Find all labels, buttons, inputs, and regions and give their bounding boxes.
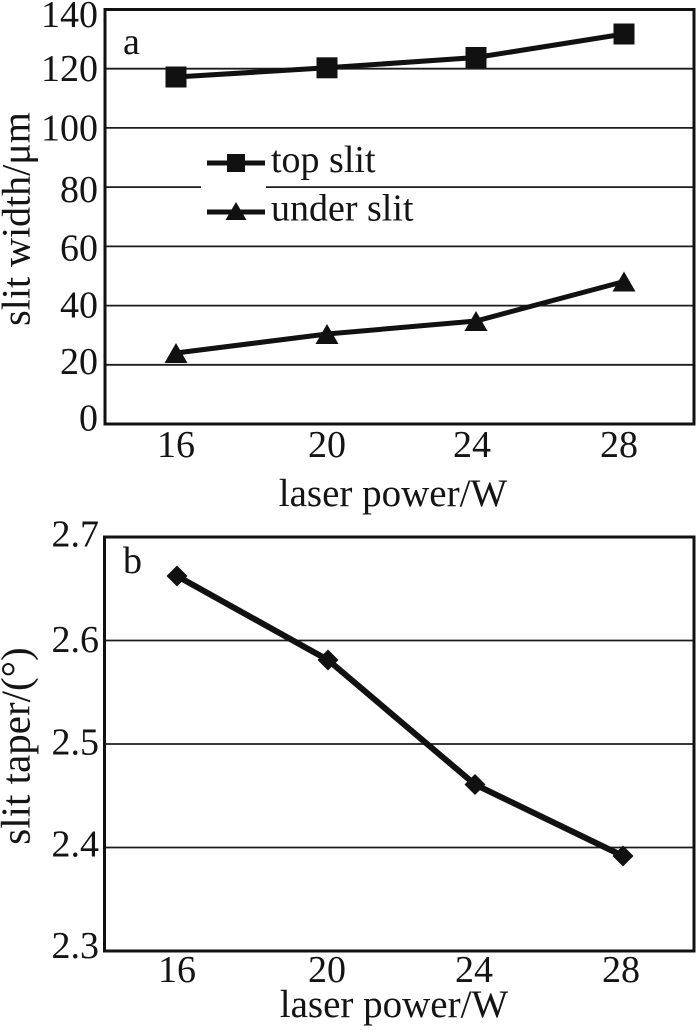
svg-text:28: 28 [600,424,638,466]
svg-text:20: 20 [308,949,346,991]
svg-text:100: 100 [41,108,98,150]
svg-text:20: 20 [308,424,346,466]
svg-text:24: 24 [455,949,493,991]
svg-text:2.3: 2.3 [52,925,100,967]
svg-text:0: 0 [79,398,98,440]
svg-text:laser power/W: laser power/W [279,472,508,515]
svg-text:24: 24 [453,424,491,466]
svg-text:80: 80 [60,169,98,211]
svg-text:20: 20 [60,341,98,383]
svg-text:a: a [123,21,140,63]
svg-text:laser power/W: laser power/W [280,983,509,1026]
svg-text:2.4: 2.4 [52,824,100,866]
svg-text:b: b [123,540,142,582]
svg-text:140: 140 [41,0,98,36]
svg-text:2.7: 2.7 [52,514,100,556]
svg-text:top slit: top slit [271,139,376,181]
svg-text:40: 40 [60,285,98,327]
svg-text:16: 16 [157,424,195,466]
svg-text:slit width/μm: slit width/μm [0,112,39,326]
svg-text:2.5: 2.5 [52,722,100,764]
svg-text:28: 28 [602,949,640,991]
svg-text:120: 120 [41,48,98,90]
svg-text:2.6: 2.6 [52,619,100,661]
svg-text:60: 60 [60,228,98,270]
svg-text:under slit: under slit [271,188,414,230]
svg-text:16: 16 [158,949,196,991]
svg-text:slit taper/(°): slit taper/(°) [0,647,39,844]
